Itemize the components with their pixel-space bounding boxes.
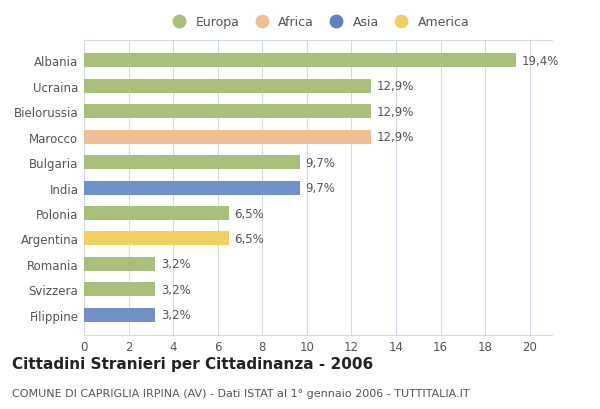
- Text: 6,5%: 6,5%: [235, 207, 264, 220]
- Bar: [84, 181, 300, 195]
- Bar: [84, 283, 155, 297]
- Legend: Europa, Africa, Asia, America: Europa, Africa, Asia, America: [164, 14, 472, 32]
- Text: 19,4%: 19,4%: [522, 55, 559, 68]
- Text: 12,9%: 12,9%: [377, 131, 415, 144]
- Bar: [84, 80, 371, 94]
- Text: Cittadini Stranieri per Cittadinanza - 2006: Cittadini Stranieri per Cittadinanza - 2…: [12, 356, 373, 371]
- Text: 12,9%: 12,9%: [377, 106, 415, 119]
- Text: 9,7%: 9,7%: [306, 156, 335, 169]
- Text: 9,7%: 9,7%: [306, 182, 335, 195]
- Text: 3,2%: 3,2%: [161, 283, 191, 296]
- Bar: [84, 207, 229, 220]
- Bar: [84, 105, 371, 119]
- Bar: [84, 156, 300, 170]
- Text: 3,2%: 3,2%: [161, 308, 191, 321]
- Text: COMUNE DI CAPRIGLIA IRPINA (AV) - Dati ISTAT al 1° gennaio 2006 - TUTTITALIA.IT: COMUNE DI CAPRIGLIA IRPINA (AV) - Dati I…: [12, 389, 470, 398]
- Bar: [84, 130, 371, 144]
- Text: 3,2%: 3,2%: [161, 258, 191, 271]
- Text: 12,9%: 12,9%: [377, 80, 415, 93]
- Bar: [84, 308, 155, 322]
- Bar: [84, 232, 229, 246]
- Text: 6,5%: 6,5%: [235, 232, 264, 245]
- Bar: [84, 54, 517, 68]
- Bar: [84, 257, 155, 271]
